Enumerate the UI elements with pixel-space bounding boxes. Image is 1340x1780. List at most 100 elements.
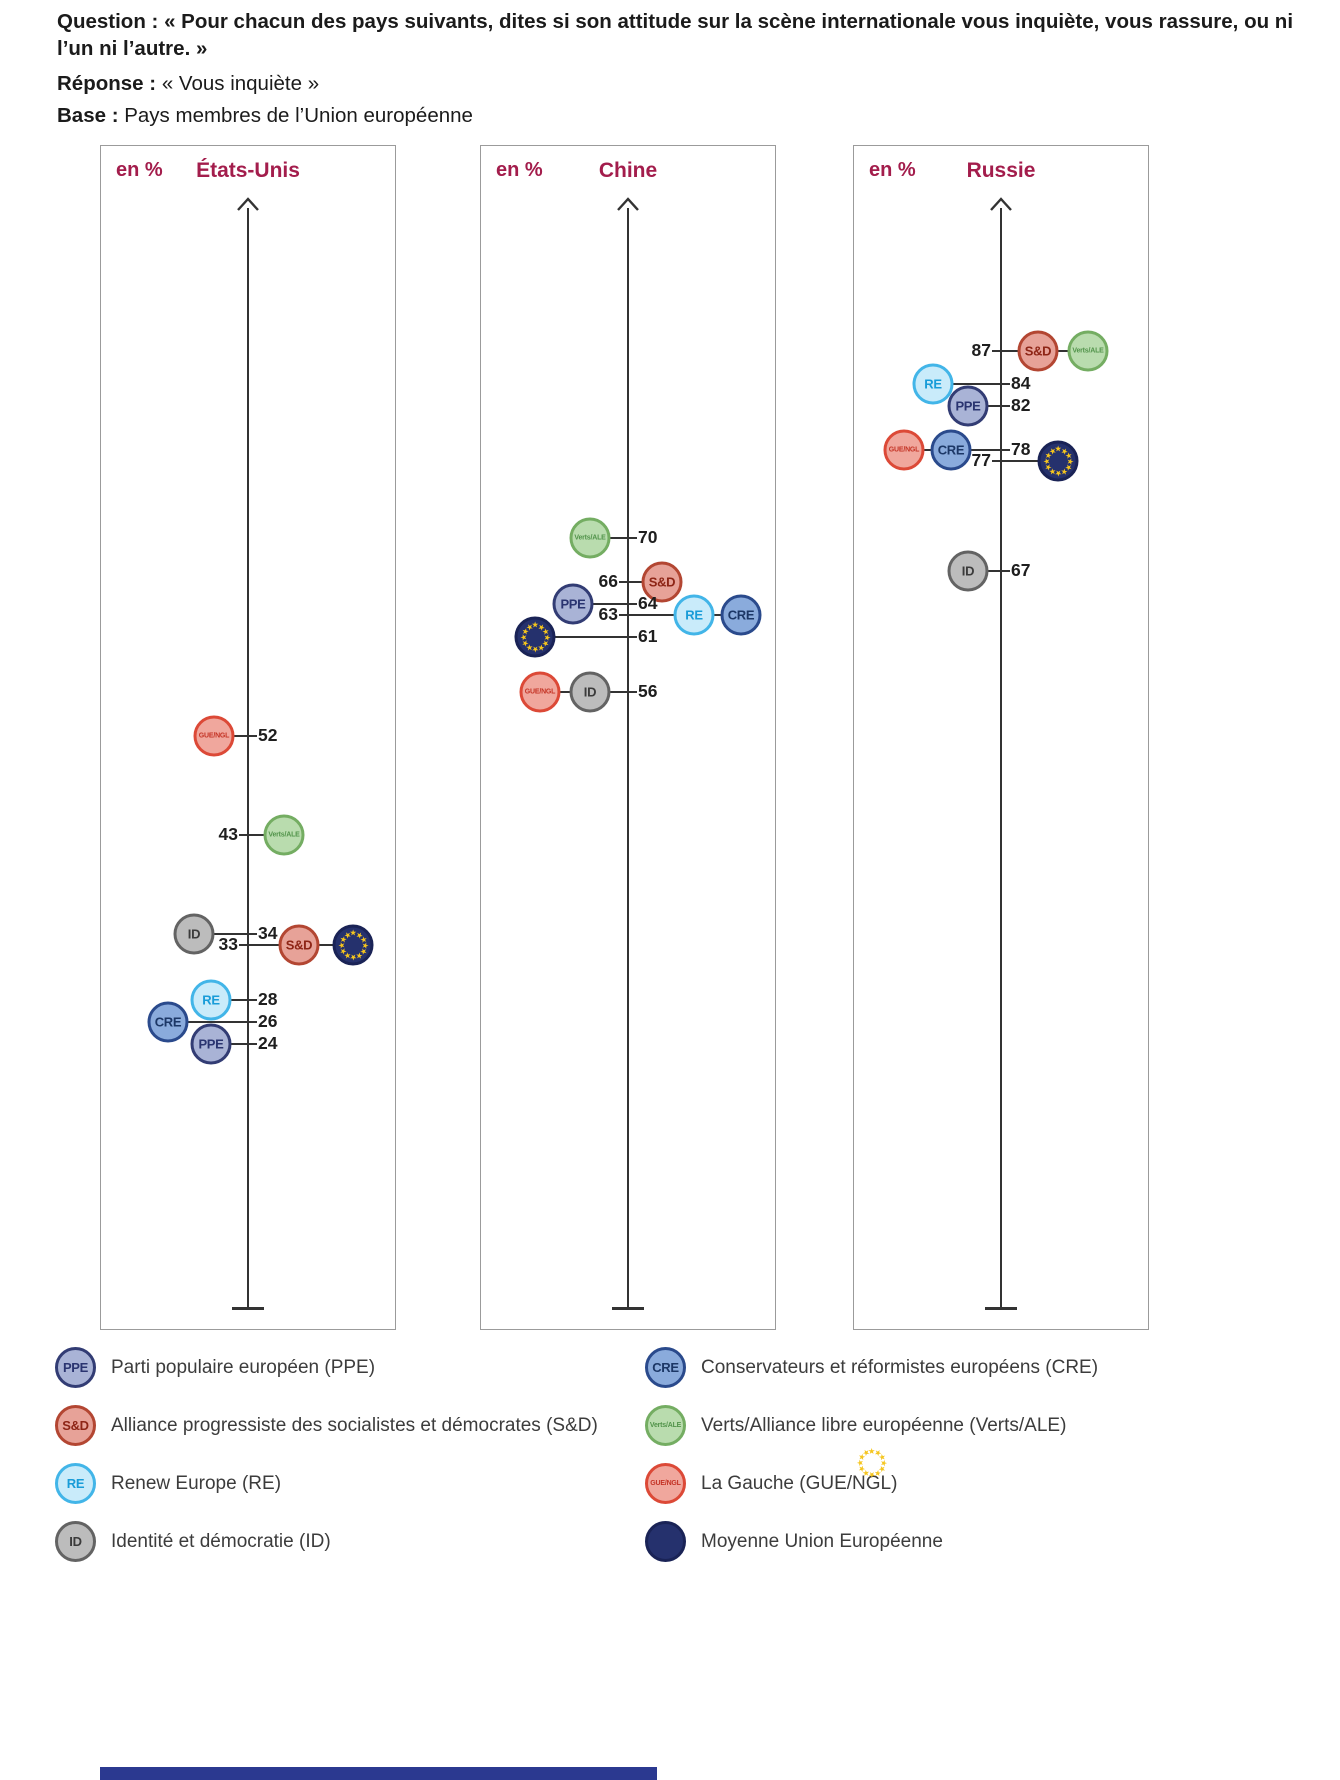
eu-star-icon: ★ — [1055, 446, 1061, 453]
connector-line — [933, 382, 1010, 386]
value-label: 52 — [258, 725, 278, 746]
party-badge-label: CRE — [652, 1360, 679, 1375]
party-badge-cre: CRE — [930, 429, 972, 471]
party-badge-gue-ngl: GUE/NGL — [193, 715, 235, 757]
party-badge-cre: CRE — [645, 1347, 686, 1388]
legend-label: Renew Europe (RE) — [111, 1472, 282, 1494]
party-badge-gue-ngl: GUE/NGL — [645, 1463, 686, 1504]
party-badge-label: Verts/ALE — [268, 831, 300, 839]
legend-item-ppe: PPE Parti populaire européen (PPE) — [55, 1347, 598, 1388]
connector-line — [168, 1020, 257, 1024]
party-badge-re: RE — [190, 979, 232, 1021]
value-label: 33 — [218, 934, 238, 955]
value-label: 63 — [598, 604, 618, 625]
party-badge-label: GUE/NGL — [888, 446, 920, 454]
value-label: 34 — [258, 923, 278, 944]
axis-arrow-icon — [237, 197, 259, 211]
connector-line — [194, 932, 257, 936]
party-badge-label: RE — [202, 992, 220, 1008]
legend-item-id: ID Identité et démocratie (ID) — [55, 1521, 598, 1562]
party-badge-label: RE — [685, 607, 703, 623]
connector-line — [590, 536, 637, 540]
party-badge-label: GUE/NGL — [650, 1480, 681, 1487]
panel-title: États-Unis — [196, 159, 300, 182]
unit-label: en % — [116, 159, 163, 181]
legend-item-ue: ★ ★ ★ ★ ★ ★ ★ ★ ★ ★ ★ ★ Moyenne Union Européenne — [645, 1448, 1098, 1562]
header: Question : « Pour chacun des pays suivan… — [57, 8, 1302, 134]
party-badge-gue-ngl: GUE/NGL — [519, 671, 561, 713]
plot-area: GUE/NGL Verts/ALE ID S&D ★ ★ ★ ★ ★ ★ ★ ★ ★ ★ ★ ★ RE CRE PP… — [101, 146, 395, 1329]
survey-base: Base : Pays membres de l’Union européenn… — [57, 102, 1302, 129]
panel-title: Russie — [966, 159, 1036, 182]
party-badge-label: CRE — [727, 607, 755, 623]
party-badge-cre: CRE — [720, 594, 762, 636]
question-label: Question : — [57, 10, 159, 33]
legend-label: Conservateurs et réformistes européens (… — [701, 1356, 1099, 1378]
plot-area: S&D Verts/ALE RE PPE CRE GUE/NGL ★ ★ ★ ★ ★ ★ ★ ★ ★ ★ ★ ★ I… — [854, 146, 1148, 1329]
legend-item-gue-ngl: GUE/NGL La Gauche (GUE/NGL) — [645, 1463, 1098, 1504]
survey-question: Question : « Pour chacun des pays suivan… — [57, 8, 1302, 62]
legend-item-verts-ale: Verts/ALE Verts/Alliance libre européenne… — [645, 1405, 1098, 1446]
party-badge-label: PPE — [955, 398, 981, 414]
party-badge-s-d: S&D — [1017, 330, 1059, 372]
eu-flag-icon: ★ ★ ★ ★ ★ ★ ★ ★ ★ ★ ★ ★ — [332, 924, 374, 966]
party-badge-label: PPE — [560, 596, 586, 612]
connector-line — [968, 404, 1010, 408]
value-label: 84 — [1011, 373, 1031, 394]
party-badge-id: ID — [173, 913, 215, 955]
base-label: Base : — [57, 104, 119, 128]
legend-label: Identité et démocratie (ID) — [111, 1530, 331, 1552]
eu-star-icon: ★ — [868, 1448, 875, 1455]
axis-arrow-icon — [990, 197, 1012, 211]
party-badge-id: ID — [55, 1521, 96, 1562]
value-label: 70 — [638, 527, 658, 548]
party-badge-re: RE — [55, 1463, 96, 1504]
value-label: 61 — [638, 626, 658, 647]
party-badge-ppe: PPE — [190, 1023, 232, 1065]
party-badge-label: GUE/NGL — [524, 688, 556, 696]
eu-flag-icon: ★ ★ ★ ★ ★ ★ ★ ★ ★ ★ ★ ★ — [1037, 440, 1079, 482]
question-text: « Pour chacun des pays suivants, dites s… — [57, 10, 1294, 61]
party-badge-label: ID — [187, 926, 201, 942]
unit-label: en % — [869, 159, 916, 181]
eu-flag-icon: ★ ★ ★ ★ ★ ★ ★ ★ ★ ★ ★ ★ — [645, 1448, 887, 1562]
party-badge-id: ID — [569, 671, 611, 713]
response-text: « Vous inquiète » — [161, 72, 320, 96]
party-badge-label: ID — [583, 684, 597, 700]
legend-item-re: RE Renew Europe (RE) — [55, 1463, 598, 1504]
party-badge-verts-ale: Verts/ALE — [263, 814, 305, 856]
party-badge-cre: CRE — [147, 1001, 189, 1043]
party-badge-label: Verts/ALE — [1072, 347, 1104, 355]
value-label: 64 — [638, 593, 658, 614]
legend-label: Verts/Alliance libre européenne (Verts/A… — [701, 1414, 1067, 1436]
legend-label: Moyenne Union Européenne — [701, 1530, 943, 1552]
panel-russie: en % Russie S&D Verts/ALE RE PPE CRE GUE/NGL ★… — [853, 145, 1149, 1330]
panel-etats-unis: en % États-Unis GUE/NGL Verts/ALE ID S&D ★ ★ ★… — [100, 145, 396, 1330]
legend-label: Parti populaire européen (PPE) — [111, 1356, 376, 1378]
party-badge-verts-ale: Verts/ALE — [645, 1405, 686, 1446]
unit-label: en % — [496, 159, 543, 181]
party-badge-s-d: S&D — [278, 924, 320, 966]
axis-base-tick — [612, 1306, 644, 1310]
party-badge-label: CRE — [154, 1014, 182, 1030]
party-badge-label: ID — [69, 1534, 82, 1549]
party-badge-s-d: S&D — [55, 1405, 96, 1446]
value-label: 66 — [598, 571, 618, 592]
party-badge-label: S&D — [648, 574, 676, 590]
party-badge-label: S&D — [62, 1418, 89, 1433]
y-axis — [999, 208, 1003, 1308]
connector-line — [211, 1042, 257, 1046]
value-label: 56 — [638, 681, 658, 702]
axis-arrow-icon — [617, 197, 639, 211]
value-label: 78 — [1011, 439, 1031, 460]
value-label: 67 — [1011, 560, 1031, 581]
value-label: 82 — [1011, 395, 1031, 416]
connector-line — [992, 459, 1058, 463]
party-badge-s-d: S&D — [641, 561, 683, 603]
eu-star-icon: ★ — [350, 930, 356, 937]
response-label: Réponse : — [57, 72, 157, 96]
legend-label: La Gauche (GUE/NGL) — [701, 1472, 898, 1494]
party-badge-label: PPE — [198, 1036, 224, 1052]
survey-response: Réponse : « Vous inquiète » — [57, 70, 1302, 97]
